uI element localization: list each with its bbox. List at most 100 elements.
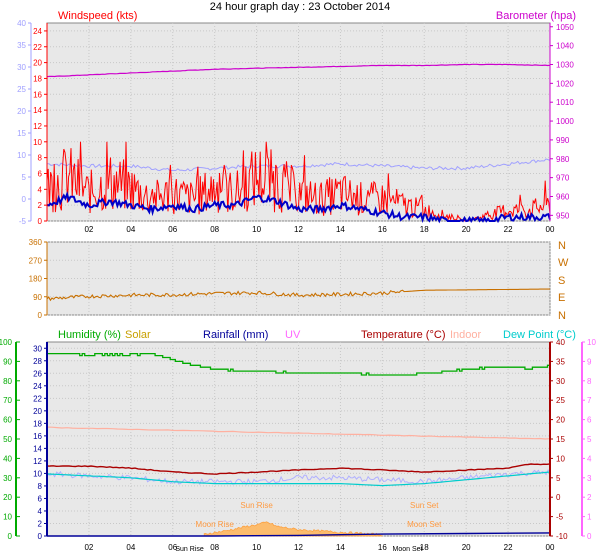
rainfall-tick-label: 30 — [33, 344, 42, 353]
temperature-tick-label: 20 — [556, 416, 565, 425]
temperature-tick-label: -10 — [556, 532, 568, 541]
direction-tick-label: 90 — [33, 293, 42, 302]
wind-x-tick-label: 14 — [336, 225, 345, 234]
legend-item: Indoor — [450, 329, 482, 341]
humidity-tick-label: 0 — [8, 532, 13, 541]
temperature-tick-label: 30 — [556, 377, 565, 386]
uv-tick-label: 1 — [587, 513, 592, 522]
cardinal-label: N — [558, 240, 566, 252]
rainfall-tick-label: 0 — [38, 532, 43, 541]
uv-tick-label: 8 — [587, 377, 592, 386]
direction-tick-label: 0 — [38, 311, 43, 320]
annotation-sun-rise: Sun Rise — [240, 501, 273, 510]
direction-tick-label: 360 — [29, 238, 43, 247]
far-left-tick-label: -5 — [19, 217, 27, 226]
barometer-tick-label: 990 — [556, 136, 570, 145]
series-indoor-line — [46, 426, 551, 440]
series-wind-direction-line — [46, 288, 551, 302]
legend-item: Humidity (%) — [58, 329, 121, 341]
series-barometer-line — [46, 63, 551, 78]
far-left-tick-label: 25 — [17, 85, 26, 94]
uv-tick-label: 9 — [587, 357, 592, 366]
humidity-tick-label: 50 — [3, 435, 12, 444]
series-outdoor-temperature-line — [46, 158, 551, 172]
rainfall-tick-label: 12 — [33, 457, 42, 466]
uv-tick-label: 5 — [587, 435, 592, 444]
barometer-tick-label: 970 — [556, 174, 570, 183]
wind-x-tick-label: 22 — [504, 225, 513, 234]
uv-tick-label: 7 — [587, 396, 592, 405]
windspeed-axis-title: Windspeed (kts) — [58, 10, 137, 22]
windspeed-tick-label: 8 — [38, 154, 43, 163]
wind-x-tick-label: 06 — [168, 225, 177, 234]
windspeed-tick-label: 6 — [38, 169, 43, 178]
series-rainfall-line — [47, 532, 551, 537]
humidity-tick-label: 20 — [3, 493, 12, 502]
rainfall-tick-label: 26 — [33, 369, 42, 378]
uv-tick-label: 3 — [587, 474, 592, 483]
series-temperature-line — [46, 463, 551, 475]
rainfall-tick-label: 14 — [33, 444, 42, 453]
temp-x-tick-label: 20 — [462, 543, 471, 552]
legend-item: Rainfall (mm) — [203, 329, 268, 341]
humidity-tick-label: 60 — [3, 416, 12, 425]
cardinal-label: W — [558, 257, 569, 269]
temp-x-tick-label: 10 — [252, 543, 261, 552]
wind-x-tick-label: 10 — [252, 225, 261, 234]
temp-x-tick-label: 04 — [126, 543, 135, 552]
uv-tick-label: 6 — [587, 416, 592, 425]
temperature-tick-label: 0 — [556, 493, 561, 502]
temp-x-tick-label: 22 — [504, 543, 513, 552]
direction-tick-label: 270 — [29, 256, 43, 265]
legend-item: UV — [285, 329, 301, 341]
temperature-tick-label: 35 — [556, 357, 565, 366]
temp-x-tick-label: 16 — [378, 543, 387, 552]
cardinal-label: N — [558, 310, 566, 322]
barometer-tick-label: 950 — [556, 211, 570, 220]
windspeed-tick-label: 22 — [33, 43, 42, 52]
wind-x-tick-label: 08 — [210, 225, 219, 234]
temp-x-tick-label: 08 — [210, 543, 219, 552]
legend-item: Solar — [125, 329, 151, 341]
legend-item: Temperature (°C) — [361, 329, 445, 341]
barometer-tick-label: 1040 — [556, 42, 574, 51]
wind-x-tick-label: 16 — [378, 225, 387, 234]
temperature-tick-label: 25 — [556, 396, 565, 405]
rainfall-tick-label: 18 — [33, 419, 42, 428]
far-left-tick-label: 30 — [17, 63, 26, 72]
far-left-tick-label: 40 — [17, 19, 26, 28]
uv-tick-label: 4 — [587, 454, 592, 463]
humidity-tick-label: 80 — [3, 377, 12, 386]
far-left-tick-label: 5 — [22, 173, 27, 182]
temp-x-tick-label: 12 — [294, 543, 303, 552]
far-left-tick-label: 10 — [17, 151, 26, 160]
rainfall-tick-label: 22 — [33, 394, 42, 403]
far-left-tick-label: 15 — [17, 129, 26, 138]
cardinal-label: E — [558, 292, 565, 304]
wind-x-tick-label: 02 — [84, 225, 93, 234]
far-left-tick-label: 20 — [17, 107, 26, 116]
temperature-tick-label: 40 — [556, 338, 565, 347]
windspeed-tick-label: 4 — [38, 185, 43, 194]
windspeed-tick-label: 0 — [38, 217, 43, 226]
barometer-tick-label: 1050 — [556, 23, 574, 32]
rainfall-tick-label: 4 — [38, 507, 43, 516]
annotation-sun-set: Sun Set — [410, 501, 439, 510]
temp-x-tick-label: 02 — [84, 543, 93, 552]
chart-title: 24 hour graph day : 23 October 2014 — [210, 1, 390, 13]
wind-x-tick-label: 12 — [294, 225, 303, 234]
uv-tick-label: 0 — [587, 532, 592, 541]
windspeed-tick-label: 20 — [33, 59, 42, 68]
humidity-tick-label: 70 — [3, 396, 12, 405]
x-marker-sun-rise: Sun Rise — [175, 546, 204, 553]
rainfall-tick-label: 10 — [33, 469, 42, 478]
series-solar-area — [203, 521, 383, 537]
windspeed-tick-label: 24 — [33, 27, 42, 36]
rainfall-tick-label: 24 — [33, 382, 42, 391]
series-wind-average-line — [46, 190, 551, 224]
direction-tick-label: 180 — [29, 275, 43, 284]
humidity-tick-label: 100 — [0, 338, 13, 347]
uv-tick-label: 2 — [587, 493, 592, 502]
